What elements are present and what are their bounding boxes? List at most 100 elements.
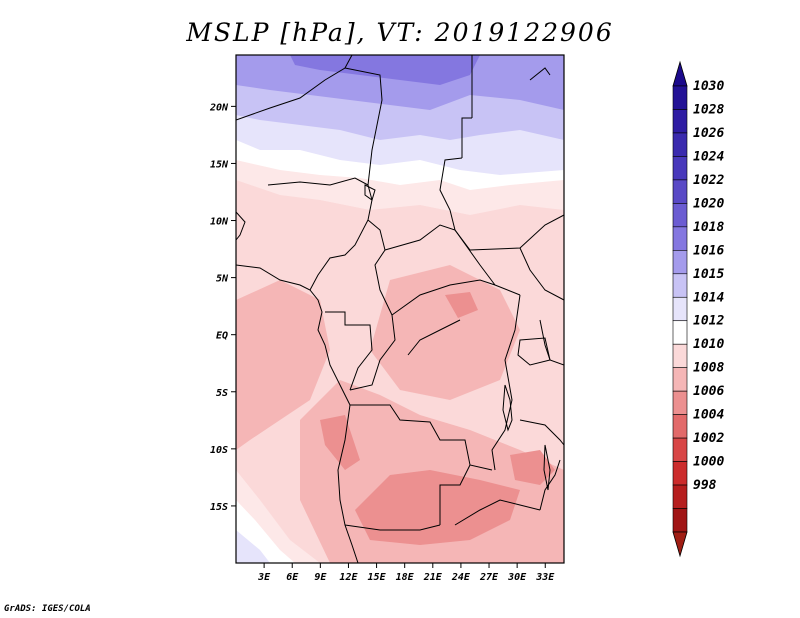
chart-title: MSLP [hPa], VT: 2019122906 [186,18,614,47]
colorbar: 1030 1028 1026 1024 1022 1020 1018 1016 1015 1014… [672,60,724,558]
border-congo-drc [349,314,396,391]
colorbar-band [672,273,688,298]
lat-tick-label: 5S [216,388,228,399]
border-car-sudan [384,224,496,286]
colorbar-band [672,320,688,345]
colorbar-band [672,203,688,228]
colorbar-label: 1012 [693,314,724,329]
lat-tick-label: 10S [210,445,228,456]
coast-guinea [236,211,246,241]
border-zambia-zim [454,499,541,526]
border-sahara [236,55,353,121]
field-1008-basin [445,292,478,318]
lon-tick-label: 18E [396,572,415,583]
colorbar-label: 1002 [693,431,724,446]
lake-malawi [543,444,551,491]
border-sudan-ssudan [469,214,564,251]
border-gabon-congo [325,311,373,391]
country-borders [236,55,564,563]
colorbar-label: 1008 [693,361,724,376]
lon-tick-label: 12E [339,572,358,583]
colorbar-band [672,390,688,415]
colorbar-bottom-arrow [672,531,688,558]
border-drc-east [491,294,521,471]
colorbar-label: 1028 [693,102,724,117]
field-1008-tanz [510,450,555,485]
colorbar-top-arrow [672,60,688,87]
border-libya-sudan [461,117,472,158]
colorbar-label: 1024 [693,149,724,164]
lon-tick-label: 33E [535,572,555,583]
border-nigeria-cameroon [309,184,373,291]
border-mozambique [539,459,561,511]
colorbar-label: 1020 [693,196,724,211]
lat-tick-label: 5N [216,274,229,285]
colorbar-label: 1026 [693,126,724,141]
lat-tick-label: 15S [210,502,228,513]
field-1016-sw [236,530,270,563]
lon-tick-label: 24E [451,572,471,583]
lon-tick-label: 9E [314,572,327,583]
field-1010-center [370,265,520,400]
colorbar-band [672,437,688,462]
field-1008-coast [320,415,360,470]
map-frame [235,54,565,564]
lat-axis: 20N 15N 10N 5N EQ 5S 10S 15S [209,102,236,513]
lon-tick-label: 30E [507,572,527,583]
lat-tick-label: 15N [210,159,229,170]
colorbar-label: 1006 [693,384,724,399]
colorbar-label: 1015 [693,267,724,282]
lon-axis: 3E 6E 9E 12E 15E 18E 21E 24E 27E 30E 33E [257,563,555,583]
colorbar-band [672,226,688,251]
border-angola-zambia [439,464,471,525]
colorbar-label: 1000 [693,455,724,470]
colorbar-band [672,85,688,110]
colorbar-label: 1022 [693,173,724,188]
colorbar-band [672,109,688,134]
lon-tick-label: 15E [368,572,387,583]
colorbar-label: 1010 [693,337,724,352]
border-angola-namibia [344,524,441,531]
border-niger-nigeria [267,177,369,186]
grads-credit: GrADS: IGES/COLA [4,604,91,614]
colorbar-band [672,250,688,275]
colorbar-band [672,343,688,368]
colorbar-band [672,132,688,157]
field-1008-angola [355,470,520,545]
colorbar-label: 1030 [693,79,724,94]
lake-victoria [517,337,551,366]
colorbar-label: 1014 [693,290,724,305]
coastline-west [236,264,359,563]
border-drc-angola [350,404,493,471]
border-cameroon-car [367,219,393,316]
lake-tanganyika [502,384,513,432]
colorbar-label: 1018 [693,220,724,235]
colorbar-band [672,179,688,204]
border-car-drc [391,279,521,316]
lat-tick-label: 10N [210,217,229,228]
colorbar-band [672,296,688,322]
colorbar-band [672,508,688,533]
colorbar-band [672,484,688,509]
lon-tick-label: 27E [479,572,499,583]
colorbar-label: 1004 [693,408,724,423]
lake-chad [364,184,376,201]
lat-tick-label: EQ [216,331,228,342]
field-1010-west [236,280,330,450]
lon-tick-label: 21E [423,572,443,583]
colorbar-band [672,156,688,181]
border-niger-chad [344,67,383,186]
field-1022-north [290,55,480,85]
river-congo [407,319,461,356]
colorbar-band [672,461,688,486]
colorbar-label: 998 [693,478,717,493]
sinai-coast [529,67,551,81]
colorbar-band [672,367,688,392]
border-tanzania [519,419,564,446]
lon-tick-label: 3E [257,572,271,583]
lon-tick-label: 6E [286,572,299,583]
lat-tick-label: 20N [209,102,229,113]
colorbar-band [672,414,688,439]
border-ssudan-ethiopia [519,247,564,301]
